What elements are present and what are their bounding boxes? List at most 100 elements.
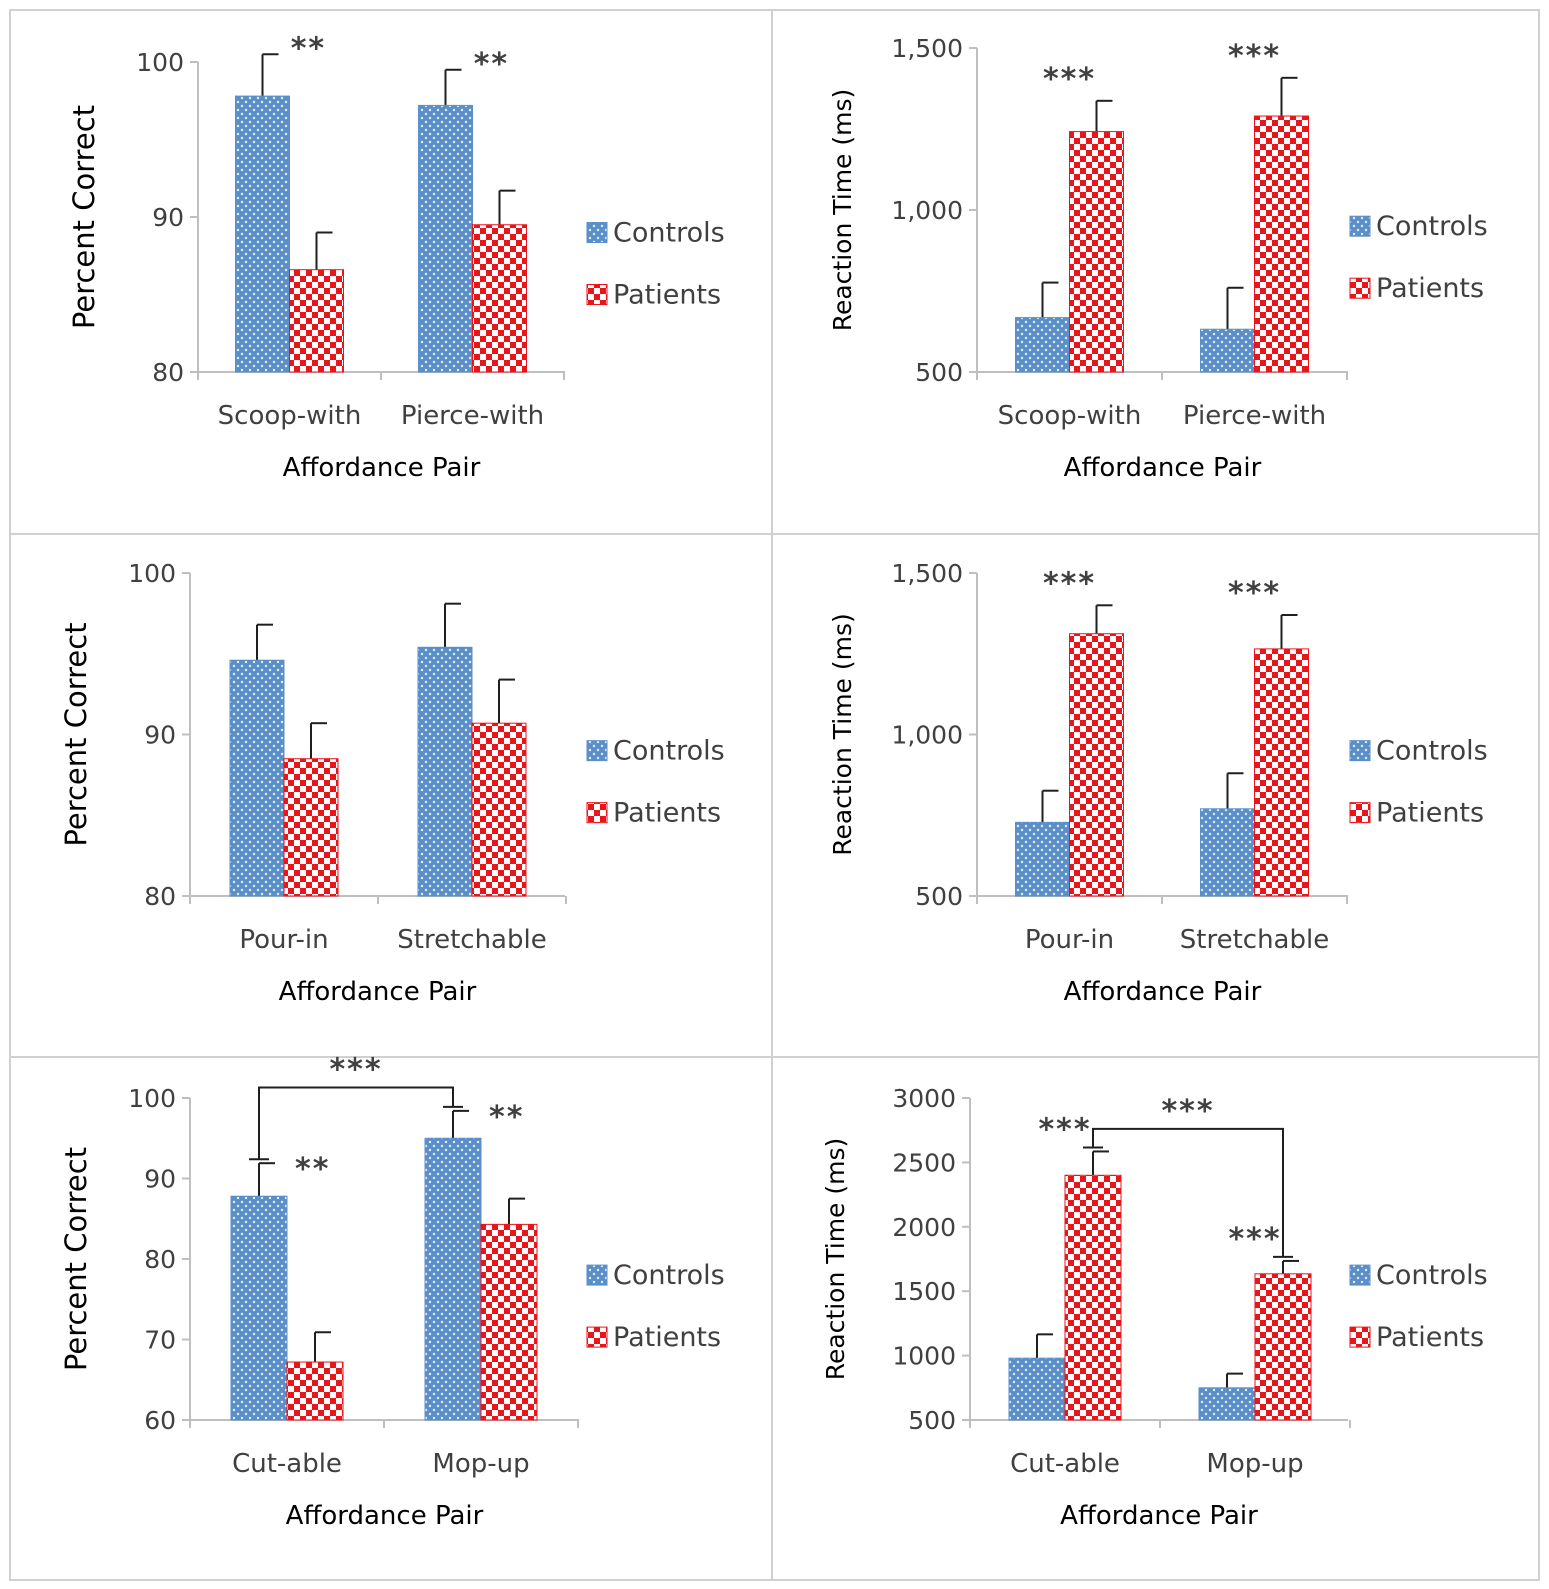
x-tick-label: Pierce-with: [1183, 401, 1326, 431]
x-tick-label: Pour-in: [239, 925, 328, 955]
bar-patients-scoop-with: [1069, 131, 1124, 373]
y-tick-label: 70: [144, 1326, 176, 1355]
legend-swatch-patients: [586, 1326, 608, 1348]
chart-panel-row2-left: 80 90 100 Pour-in Stretchable Affordance Pair…: [59, 559, 725, 1007]
legend-swatch-controls: [1349, 740, 1371, 762]
legend-label-patients: Patients: [613, 1322, 721, 1353]
significance-marker: **: [474, 47, 509, 82]
significance-marker: ***: [1228, 1222, 1281, 1257]
bar-patients-stretchable: [1254, 648, 1309, 897]
x-tick-label: Stretchable: [397, 925, 546, 955]
significance-marker: **: [291, 31, 326, 66]
y-tick-label: 1,500: [891, 34, 963, 63]
y-tick-label: 2500: [892, 1148, 956, 1177]
bar-controls-pierce-with: [418, 104, 473, 373]
x-axis-title: Affordance Pair: [279, 977, 477, 1007]
bar-controls-pierce-with: [1200, 328, 1255, 373]
chart-panel-row3-left: 60 70 80 90 100 Cut-able Mop-up Affordance Pair…: [59, 1053, 725, 1531]
x-tick-label: Pour-in: [1025, 925, 1114, 955]
bar-controls-pour-in: [1015, 821, 1070, 897]
bar-controls-mop-up: [424, 1137, 482, 1421]
bar-controls-scoop-with: [235, 95, 290, 373]
x-tick-label: Cut-able: [1010, 1449, 1120, 1479]
legend-swatch-patients: [1349, 277, 1371, 299]
y-tick-label: 500: [915, 882, 963, 911]
significance-marker: ***: [1043, 62, 1096, 97]
bar-patients-stretchable: [471, 722, 527, 897]
bracket-significance-marker: ***: [1161, 1094, 1214, 1129]
bar-patients-pierce-with: [1254, 115, 1309, 373]
legend-label-patients: Patients: [1376, 1322, 1484, 1353]
y-tick-label: 3000: [892, 1084, 956, 1113]
bar-controls-stretchable: [1200, 808, 1255, 897]
y-tick-label: 90: [152, 203, 184, 232]
legend-swatch-controls: [1349, 215, 1371, 237]
legend-swatch-controls: [586, 222, 608, 243]
y-tick-label: 100: [128, 1084, 176, 1113]
legend-swatch-patients: [1349, 802, 1371, 824]
y-tick-label: 80: [152, 358, 184, 387]
significance-marker: ***: [1228, 576, 1281, 611]
legend-label-patients: Patients: [613, 280, 721, 311]
bracket-significance-marker: ***: [329, 1053, 382, 1088]
legend-label-controls: Controls: [1376, 211, 1488, 242]
y-tick-label: 1000: [892, 1342, 956, 1371]
y-tick-label: 500: [908, 1406, 956, 1435]
bar-patients-cut-able: [286, 1361, 344, 1421]
y-tick-label: 100: [128, 559, 176, 588]
y-tick-label: 90: [144, 1165, 176, 1194]
legend-label-controls: Controls: [613, 1260, 725, 1291]
bar-patients-mop-up: [480, 1223, 538, 1421]
legend-swatch-patients: [1349, 1326, 1371, 1348]
bar-patients-pour-in: [283, 758, 339, 897]
y-tick-label: 500: [915, 358, 963, 387]
legend-swatch-patients: [586, 284, 608, 305]
y-axis-title: Reaction Time (ms): [821, 1138, 850, 1381]
significance-marker: ***: [1038, 1112, 1091, 1147]
significance-marker: ***: [1228, 39, 1281, 74]
x-tick-label: Cut-able: [232, 1449, 342, 1479]
x-tick-label: Pierce-with: [401, 401, 544, 431]
bar-patients-cut-able: [1064, 1174, 1122, 1421]
y-tick-label: 80: [144, 882, 176, 911]
chart-panel-row2-right: 500 1,000 1,500 Pour-in Stretchable Affordanc…: [828, 559, 1488, 1007]
x-tick-label: Mop-up: [1206, 1449, 1303, 1479]
legend-swatch-controls: [586, 740, 608, 762]
bar-patients-mop-up: [1254, 1273, 1312, 1421]
y-tick-label: 2000: [892, 1213, 956, 1242]
legend-label-controls: Controls: [613, 218, 725, 249]
chart-panel-row1-right: 500 1,000 1,500 Scoop-with Pierce-with Afford…: [828, 34, 1488, 483]
y-tick-label: 60: [144, 1406, 176, 1435]
x-axis-title: Affordance Pair: [1064, 453, 1262, 483]
bar-controls-cut-able: [1008, 1357, 1066, 1421]
x-tick-label: Stretchable: [1180, 925, 1329, 955]
x-axis-title: Affordance Pair: [1064, 977, 1262, 1007]
panel-grid: 80 90 100 Scoop-with Pierce-with Affordance P…: [9, 9, 1540, 1581]
legend-label-patients: Patients: [1376, 798, 1484, 829]
bar-patients-pour-in: [1069, 633, 1124, 897]
legend-label-controls: Controls: [613, 736, 725, 767]
y-tick-label: 1,000: [891, 721, 963, 750]
figure-border: [9, 9, 1540, 1581]
bar-controls-pour-in: [229, 659, 285, 897]
y-tick-label: 1,000: [891, 196, 963, 225]
x-axis-title: Affordance Pair: [1060, 1501, 1258, 1531]
legend-label-patients: Patients: [1376, 273, 1484, 304]
y-axis-title: Reaction Time (ms): [828, 613, 857, 856]
x-tick-label: Mop-up: [432, 1449, 529, 1479]
comparison-bracket: [1092, 1127, 1284, 1257]
x-tick-label: Scoop-with: [998, 401, 1142, 431]
legend-swatch-patients: [586, 802, 608, 824]
legend-label-controls: Controls: [1376, 1260, 1488, 1291]
chart-panel-row3-right: 500 1000 1500 2000 2500 3000 Cut-able Mop-up Aff…: [821, 1084, 1488, 1531]
y-tick-label: 100: [136, 48, 184, 77]
bar-patients-pierce-with: [472, 224, 527, 373]
x-axis-title: Affordance Pair: [283, 453, 481, 483]
bar-patients-scoop-with: [289, 269, 344, 373]
x-axis-title: Affordance Pair: [286, 1501, 484, 1531]
x-tick-label: Scoop-with: [218, 401, 362, 431]
y-axis-title: Reaction Time (ms): [828, 89, 857, 332]
bar-controls-stretchable: [417, 646, 473, 897]
comparison-bracket: [258, 1086, 454, 1160]
